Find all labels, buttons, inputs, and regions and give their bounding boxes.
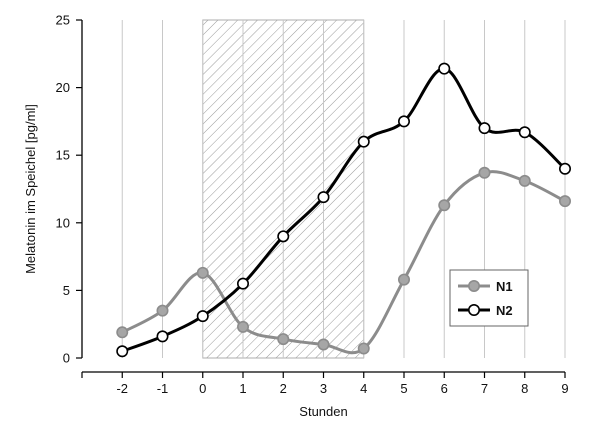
data-point-n2 [237, 277, 250, 290]
series-n2 [116, 62, 571, 358]
data-point-n1 [397, 273, 410, 286]
data-point-n2 [478, 122, 491, 135]
y-tick-label: 25 [56, 13, 70, 28]
data-point-n1 [478, 166, 491, 179]
y-axis-label: Melatonin im Speichel [pg/ml] [23, 104, 38, 274]
data-point-n1 [277, 333, 290, 346]
data-point-n2 [317, 191, 330, 204]
data-point-n1 [558, 195, 571, 208]
x-tick-label: 6 [441, 381, 448, 396]
data-point-n1 [438, 199, 451, 212]
x-tick-label: 0 [199, 381, 206, 396]
x-tick-label: 1 [239, 381, 246, 396]
legend-label-n2: N2 [496, 303, 513, 318]
data-point-n1 [237, 320, 250, 333]
legend-label-n1: N1 [496, 279, 513, 294]
x-tick-label: 2 [280, 381, 287, 396]
data-point-n1 [116, 326, 129, 339]
legend-marker-n2 [467, 303, 480, 316]
data-point-n2 [277, 230, 290, 243]
x-tick-label: -1 [157, 381, 169, 396]
x-tick-label: 3 [320, 381, 327, 396]
y-tick-label: 15 [56, 148, 70, 163]
x-tick-label: -2 [116, 381, 128, 396]
x-tick-label: 5 [400, 381, 407, 396]
y-tick-label: 20 [56, 80, 70, 95]
data-point-n2 [156, 330, 169, 343]
data-point-n2 [116, 345, 129, 358]
x-tick-label: 7 [481, 381, 488, 396]
data-point-n1 [196, 266, 209, 279]
legend-box [449, 269, 529, 327]
series-layer [116, 62, 571, 358]
y-tick-label: 0 [63, 351, 70, 366]
y-tick-label: 10 [56, 215, 70, 230]
data-point-n1 [317, 338, 330, 351]
y-tick-label: 5 [63, 283, 70, 298]
data-point-n2 [397, 115, 410, 128]
data-point-n2 [558, 162, 571, 175]
data-point-n1 [518, 174, 531, 187]
data-point-n2 [518, 126, 531, 139]
data-point-n2 [196, 310, 209, 323]
data-point-n2 [357, 135, 370, 148]
x-tick-label: 8 [521, 381, 528, 396]
legend: N1 N2 [449, 269, 529, 327]
axes: 0 5 10 15 20 25 -2 -1 0 1 2 3 4 5 6 7 8 9 [56, 13, 569, 397]
data-point-n2 [438, 62, 451, 75]
data-point-n1 [156, 304, 169, 317]
x-tick-label: 4 [360, 381, 367, 396]
data-point-n1 [357, 342, 370, 355]
series-n1 [116, 166, 571, 355]
x-axis-label: Stunden [299, 404, 347, 419]
legend-marker-n1 [467, 279, 480, 292]
x-tick-label: 9 [561, 381, 568, 396]
